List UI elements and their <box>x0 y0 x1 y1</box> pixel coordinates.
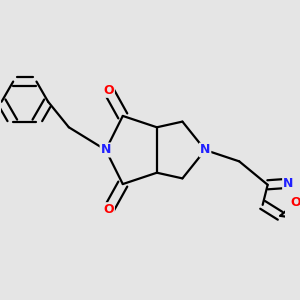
Text: N: N <box>100 143 111 157</box>
Text: N: N <box>283 177 293 190</box>
Text: O: O <box>291 196 300 209</box>
Text: N: N <box>200 143 210 157</box>
Text: O: O <box>103 84 114 97</box>
Text: O: O <box>103 203 114 216</box>
